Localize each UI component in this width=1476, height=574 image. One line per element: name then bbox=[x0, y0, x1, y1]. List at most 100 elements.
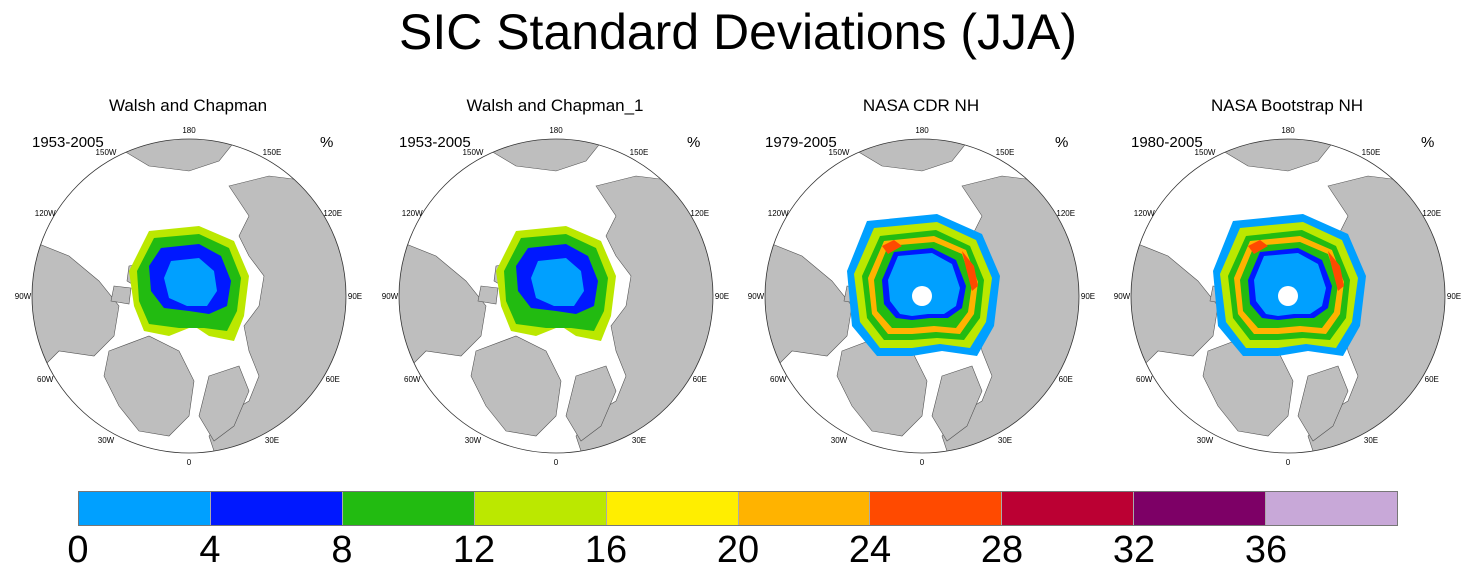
longitude-label: 60W bbox=[770, 375, 787, 384]
panel-title: NASA CDR NH bbox=[862, 96, 980, 115]
sic-high-band bbox=[1248, 240, 1268, 254]
map-border bbox=[1130, 138, 1446, 454]
land-mass bbox=[1197, 139, 1339, 172]
longitude-label: 150W bbox=[829, 148, 850, 157]
longitude-label: 150E bbox=[263, 148, 282, 157]
land-mass bbox=[765, 215, 853, 407]
longitude-label: 60E bbox=[1059, 375, 1073, 384]
land-mass bbox=[98, 139, 240, 172]
colorbar-tick-label: 20 bbox=[716, 529, 760, 571]
longitude-label: 180 bbox=[182, 126, 196, 135]
colorbar-swatch bbox=[342, 492, 475, 525]
period-label: 1979-2005 bbox=[765, 134, 837, 151]
longitude-label: 120W bbox=[768, 209, 789, 218]
colorbar-swatch bbox=[738, 492, 871, 525]
land-mass bbox=[1131, 215, 1219, 407]
longitude-label: 0 bbox=[920, 458, 925, 467]
polar-map: 180 150E 120E 90E 60E 30E 0 30W 60W 90W 120W 150W bbox=[748, 126, 1095, 467]
longitude-label: 0 bbox=[554, 458, 559, 467]
longitude-label: 150E bbox=[1362, 148, 1381, 157]
colorbar-tick-label: 32 bbox=[1112, 529, 1156, 571]
panel-title: Walsh and Chapman_1 bbox=[466, 96, 644, 115]
figure-title: SIC Standard Deviations (JJA) bbox=[398, 4, 1078, 60]
longitude-label: 150W bbox=[463, 148, 484, 157]
sic-high-band bbox=[962, 251, 978, 291]
longitude-label: 120W bbox=[35, 209, 56, 218]
sic-high-band bbox=[1328, 251, 1344, 291]
longitude-label: 60E bbox=[1425, 375, 1439, 384]
longitude-label: 90W bbox=[15, 292, 32, 301]
land-mass bbox=[399, 215, 487, 407]
colorbar-tick-label: 4 bbox=[199, 529, 221, 571]
longitude-label: 90W bbox=[1114, 292, 1131, 301]
colorbar-swatch bbox=[474, 492, 607, 525]
sic-field bbox=[531, 258, 584, 306]
longitude-label: 90E bbox=[1081, 292, 1095, 301]
longitude-label: 150W bbox=[96, 148, 117, 157]
colorbar-tick-label: 12 bbox=[452, 529, 496, 571]
longitude-label: 30E bbox=[632, 436, 646, 445]
unit-label: % bbox=[320, 134, 334, 151]
land-mass bbox=[477, 285, 499, 305]
longitude-label: 60W bbox=[1136, 375, 1153, 384]
land-mass bbox=[470, 335, 562, 437]
period-label: 1953-2005 bbox=[32, 134, 104, 151]
colorbar-swatch bbox=[870, 492, 1003, 525]
longitude-label: 180 bbox=[915, 126, 929, 135]
land-mass bbox=[465, 139, 607, 172]
longitude-label: 120E bbox=[1422, 209, 1441, 218]
panel-title: Walsh and Chapman bbox=[108, 96, 268, 115]
colorbar-tick-label: 16 bbox=[584, 529, 628, 571]
land-mass bbox=[565, 365, 617, 442]
longitude-label: 30E bbox=[998, 436, 1012, 445]
colorbar-swatch bbox=[606, 492, 739, 525]
land-mass bbox=[103, 335, 195, 437]
map-border bbox=[398, 138, 714, 454]
longitude-label: 150E bbox=[630, 148, 649, 157]
unit-label: % bbox=[1055, 134, 1069, 151]
land-mass bbox=[198, 365, 250, 442]
period-label: 1953-2005 bbox=[399, 134, 471, 151]
unit-label: % bbox=[687, 134, 701, 151]
longitude-label: 30E bbox=[265, 436, 279, 445]
map-border bbox=[31, 138, 347, 454]
longitude-label: 180 bbox=[549, 126, 563, 135]
longitude-label: 90E bbox=[715, 292, 729, 301]
longitude-label: 0 bbox=[187, 458, 192, 467]
longitude-label: 90W bbox=[748, 292, 765, 301]
longitude-label: 30W bbox=[98, 436, 115, 445]
sic-field bbox=[1254, 253, 1326, 316]
longitude-label: 180 bbox=[1281, 126, 1295, 135]
longitude-label: 90E bbox=[1447, 292, 1461, 301]
polar-map: 180 150E 120E 90E 60E 30E 0 30W 60W 90W 120W 150W bbox=[1114, 126, 1461, 467]
longitude-label: 30W bbox=[1197, 436, 1214, 445]
map-panel: NASA Bootstrap NH 1980-2005% 180 150E 120E 90… bbox=[1103, 92, 1471, 472]
longitude-label: 90E bbox=[348, 292, 362, 301]
longitude-label: 60E bbox=[326, 375, 340, 384]
colorbar-tick-label: 28 bbox=[980, 529, 1024, 571]
longitude-label: 60W bbox=[404, 375, 421, 384]
pole-hole bbox=[912, 286, 932, 306]
longitude-label: 150W bbox=[1195, 148, 1216, 157]
colorbar-swatch bbox=[1002, 492, 1135, 525]
longitude-label: 120W bbox=[402, 209, 423, 218]
land-mass bbox=[1297, 365, 1349, 442]
longitude-label: 120E bbox=[690, 209, 709, 218]
map-border bbox=[764, 138, 1080, 454]
longitude-label: 0 bbox=[1286, 458, 1291, 467]
longitude-label: 60E bbox=[693, 375, 707, 384]
period-label: 1980-2005 bbox=[1131, 134, 1203, 151]
panel-title: NASA Bootstrap NH bbox=[1210, 96, 1364, 115]
longitude-label: 30W bbox=[831, 436, 848, 445]
longitude-label: 120E bbox=[323, 209, 342, 218]
longitude-label: 120W bbox=[1134, 209, 1155, 218]
colorbar-swatch bbox=[1266, 492, 1398, 525]
polar-map: 180 150E 120E 90E 60E 30E 0 30W 60W 90W 120W 150W bbox=[15, 126, 362, 467]
sic-field bbox=[888, 253, 960, 316]
land-mass bbox=[931, 365, 983, 442]
land-mass bbox=[831, 139, 973, 172]
longitude-label: 90W bbox=[382, 292, 399, 301]
sic-field bbox=[164, 258, 217, 306]
map-panel: NASA CDR NH 1979-2005% 180 150E 120E 90E 60E 30… bbox=[737, 92, 1105, 472]
map-panel: Walsh and Chapman 1953-2005% 180 150E 120E 90… bbox=[4, 92, 372, 472]
